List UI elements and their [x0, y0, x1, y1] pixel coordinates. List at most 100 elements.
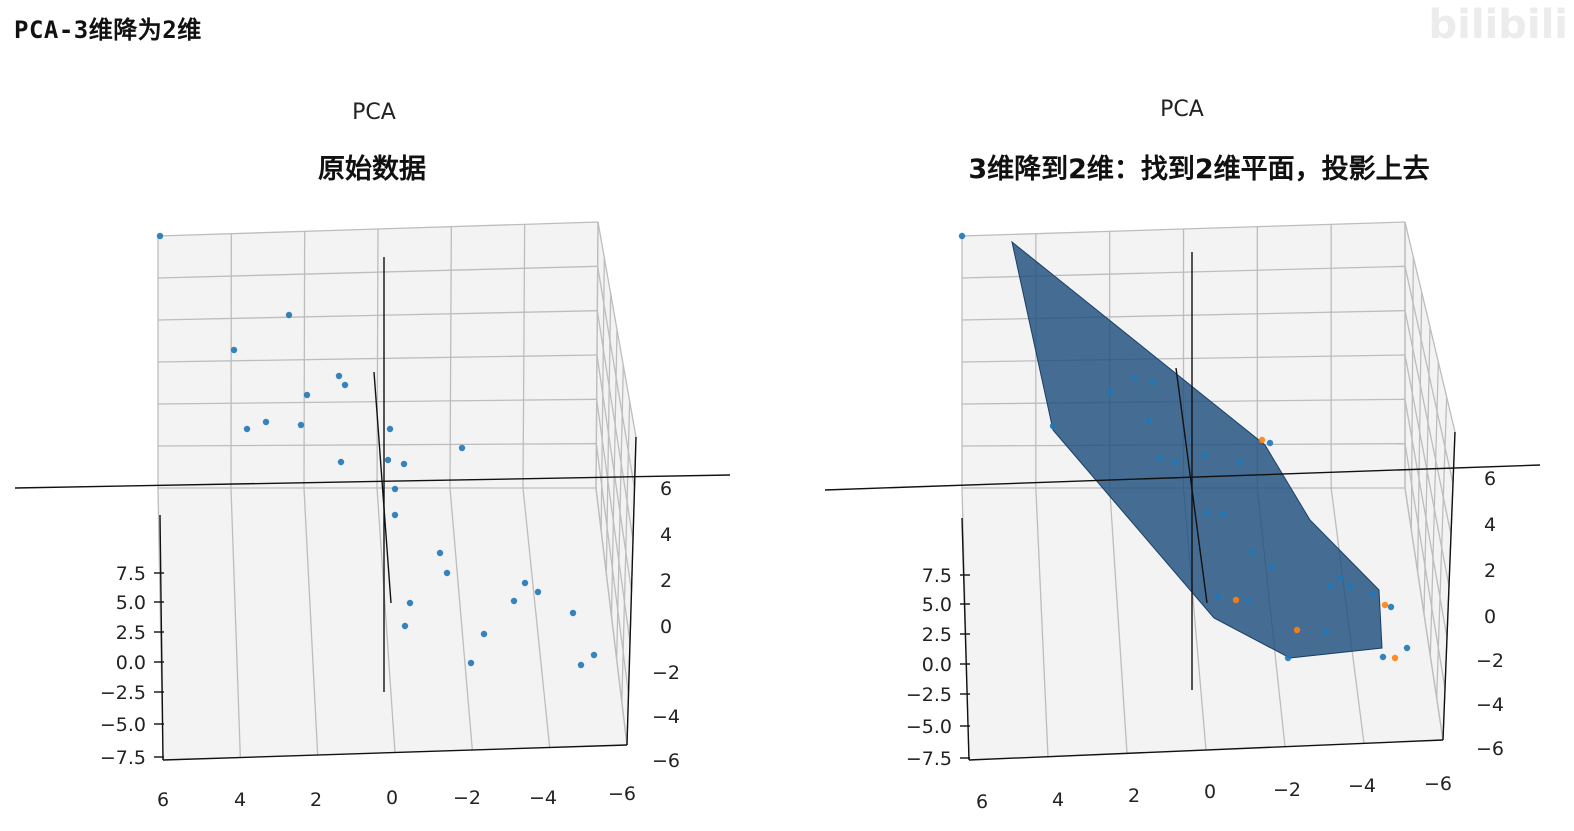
data-point — [400, 460, 408, 468]
data-point — [243, 425, 251, 433]
chart-left-z-ticks: 7.5 5.0 2.5 0.0 −2.5 −5.0 −7.5 — [100, 563, 146, 769]
grid-line — [595, 221, 599, 489]
y-axis-line — [1442, 431, 1456, 741]
z-axis-line — [961, 517, 970, 761]
z-tick-label: 2.5 — [922, 624, 952, 646]
data-point — [1214, 593, 1222, 601]
data-point — [1284, 654, 1292, 662]
x-tick-label: −6 — [1424, 773, 1452, 795]
grid-line — [1035, 487, 1049, 757]
page-heading: PCA-3维降为2维 — [14, 16, 202, 44]
z-tick-label: −5.0 — [906, 716, 952, 738]
data-point — [480, 630, 488, 638]
data-point — [1131, 374, 1139, 382]
z-tick-label: 0.0 — [116, 652, 146, 674]
z-tick-label: −2.5 — [100, 682, 146, 704]
chart-right-title: PCA — [1160, 97, 1204, 122]
data-point — [335, 372, 343, 380]
chart-left-points — [156, 232, 598, 669]
y-tick-label: 0 — [660, 616, 672, 638]
grid-line — [376, 487, 396, 753]
data-point — [534, 588, 542, 596]
grid-line — [610, 329, 618, 617]
data-point — [1201, 451, 1209, 459]
data-point — [1171, 458, 1179, 466]
chart-left: PCA 原始数据 6 4 2 0 −2 −4 −6 6 4 2 0 −2 −4 −6 7.5 5.0 2.5… — [14, 100, 731, 811]
depth-axis-line — [1175, 367, 1208, 604]
z-tick-label: 5.0 — [116, 592, 146, 614]
z-tick-label: 5.0 — [922, 594, 952, 616]
x-tick-label: 0 — [386, 787, 398, 809]
x-tick-label: −4 — [1348, 775, 1376, 797]
data-point — [391, 511, 399, 519]
x-tick-label: 4 — [234, 789, 246, 811]
data-point — [1346, 583, 1354, 591]
data-point — [386, 425, 394, 433]
z-tick-label: −7.5 — [906, 748, 952, 770]
data-point — [510, 597, 518, 605]
data-point — [1381, 601, 1389, 609]
data-point — [230, 346, 238, 354]
data-point — [1258, 436, 1266, 444]
data-point — [458, 444, 466, 452]
x-tick-label: −2 — [453, 787, 481, 809]
y-tick-label: 4 — [660, 524, 672, 546]
chart-right-subtitle: 3维降到2维：找到2维平面，投影上去 — [968, 154, 1429, 185]
grid-line — [522, 487, 551, 748]
data-point — [1369, 590, 1377, 598]
data-point — [467, 659, 475, 667]
x-tick-label: 2 — [1128, 785, 1140, 807]
data-point — [1379, 653, 1387, 661]
z-tick-label: −2.5 — [906, 684, 952, 706]
grid-line — [600, 257, 605, 531]
data-point — [406, 599, 414, 607]
data-point — [1336, 574, 1344, 582]
chart-right-z-ticks: 7.5 5.0 2.5 0.0 −2.5 −5.0 −7.5 — [906, 565, 952, 770]
z-axis-line — [159, 514, 164, 761]
data-point — [1106, 388, 1114, 396]
y-tick-label: −6 — [652, 750, 680, 772]
x-tick-label: −2 — [1273, 779, 1301, 801]
chart-right-x-ticks: 6 4 2 0 −2 −4 −6 — [976, 773, 1452, 813]
y-tick-label: 4 — [1484, 514, 1496, 536]
chart-left-y-ticks: 6 4 2 0 −2 −4 −6 — [652, 478, 680, 772]
data-point — [958, 232, 966, 240]
chart-right-plane-layer — [1011, 240, 1383, 659]
data-point — [1219, 510, 1227, 518]
chart-left-subtitle: 原始数据 — [318, 153, 426, 185]
data-point — [1322, 628, 1330, 636]
data-point — [285, 311, 293, 319]
chart-left-x-ticks: 6 4 2 0 −2 −4 −6 — [157, 783, 636, 811]
chart-right-y-ticks: 6 4 2 0 −2 −4 −6 — [1476, 468, 1504, 760]
data-point — [1403, 644, 1411, 652]
data-point — [1232, 596, 1240, 604]
data-point — [1293, 626, 1301, 634]
y-tick-label: −4 — [652, 706, 680, 728]
data-point — [1049, 422, 1057, 430]
y-tick-label: 6 — [1484, 468, 1496, 490]
chart-right-axis-lines — [824, 252, 1541, 761]
horizontal-axis-line — [824, 464, 1541, 491]
z-tick-label: −7.5 — [100, 747, 146, 769]
y-tick-label: 2 — [1484, 560, 1496, 582]
data-point — [1203, 509, 1211, 517]
data-point — [1266, 439, 1274, 447]
x-tick-label: 6 — [157, 789, 169, 811]
grid-line — [1109, 487, 1128, 754]
data-point — [303, 391, 311, 399]
z-tick-label: 7.5 — [922, 565, 952, 587]
grid-line — [616, 365, 624, 660]
z-tick-label: −5.0 — [100, 714, 146, 736]
data-point — [1387, 603, 1395, 611]
data-point — [443, 569, 451, 577]
x-tick-label: −6 — [608, 783, 636, 805]
data-point — [156, 232, 164, 240]
y-tick-label: 0 — [1484, 606, 1496, 628]
data-point — [590, 651, 598, 659]
data-point — [1148, 378, 1156, 386]
y-axis-line — [626, 436, 637, 746]
floor-pane — [158, 488, 627, 760]
z-tick-label: 0.0 — [922, 654, 952, 676]
chart-right: PCA 3维降到2维：找到2维平面，投影上去 6 4 2 0 −2 −4 −6 6 4 2 0 −2… — [824, 97, 1541, 813]
